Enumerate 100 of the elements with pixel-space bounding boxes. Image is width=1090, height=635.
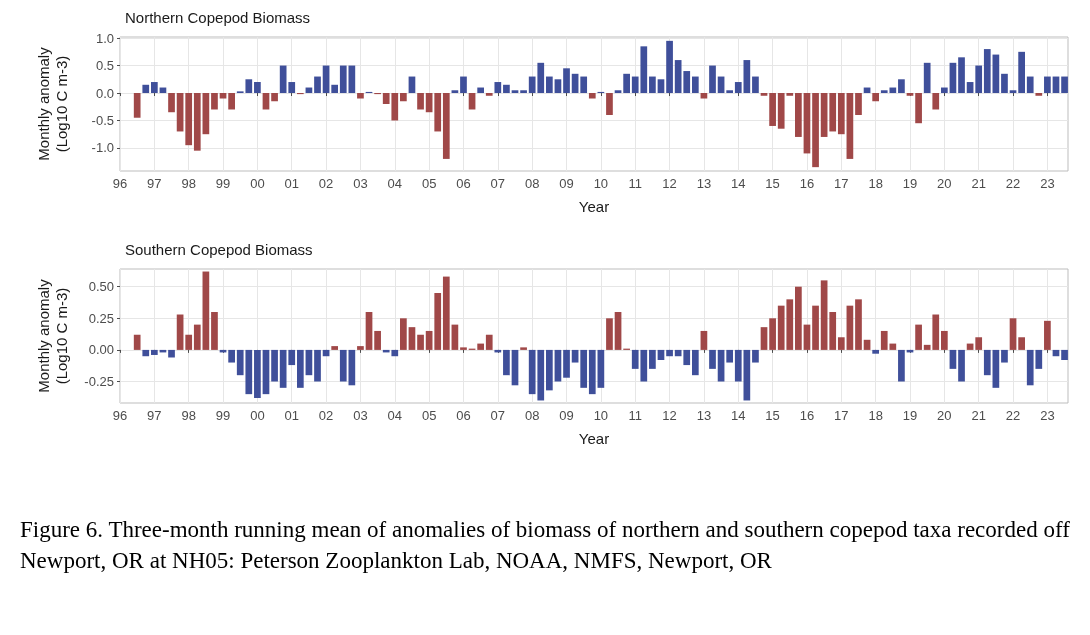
- x-tick-label: 00: [250, 176, 265, 191]
- bar: [752, 349, 759, 363]
- x-tick-label: 01: [284, 176, 299, 191]
- bar: [649, 76, 656, 94]
- bar: [150, 349, 158, 355]
- bar: [915, 324, 922, 350]
- x-tick-label: 06: [456, 176, 471, 191]
- bar: [597, 349, 605, 388]
- bar: [417, 93, 424, 110]
- x-tick-label: 23: [1040, 176, 1055, 191]
- y-axis-title: Monthly anomaly (Log10 C m-3): [34, 278, 70, 393]
- bar: [254, 349, 261, 398]
- x-tick-label: 98: [181, 176, 196, 191]
- bar: [417, 334, 424, 350]
- bar: [606, 93, 613, 115]
- bar: [975, 65, 983, 94]
- bar: [940, 87, 948, 94]
- bar: [322, 349, 330, 357]
- y-tick-label: 0.25: [88, 310, 114, 326]
- bar: [915, 93, 922, 124]
- bar: [296, 349, 304, 388]
- bar: [168, 349, 175, 358]
- x-tick-label: 99: [215, 408, 231, 423]
- bar: [400, 318, 407, 350]
- x-tick-label: 02: [318, 408, 334, 423]
- x-tick-label: 07: [490, 176, 506, 191]
- x-tick-label: 96: [112, 176, 128, 191]
- x-tick-label: 01: [284, 408, 299, 423]
- bar: [812, 93, 819, 168]
- x-tick-label: 20: [937, 408, 952, 423]
- bar: [700, 93, 708, 99]
- y-tick-label: 0.00: [88, 342, 114, 358]
- bar: [709, 349, 716, 369]
- x-tick-label: 97: [147, 176, 162, 191]
- bar: [1061, 76, 1068, 94]
- bar: [571, 349, 579, 363]
- x-tick-label: 23: [1040, 408, 1055, 423]
- bar: [520, 90, 527, 94]
- bar: [520, 347, 527, 350]
- x-tick-label: 96: [112, 408, 128, 423]
- y-axis-title: Monthly anomaly (Log10 C m-3): [34, 46, 70, 161]
- x-tick-label: 03: [353, 408, 368, 423]
- bar: [442, 276, 450, 350]
- x-tick-label: 02: [318, 176, 334, 191]
- bar: [168, 93, 175, 113]
- bar: [271, 349, 278, 382]
- bar: [193, 324, 201, 350]
- bar: [949, 349, 957, 369]
- x-tick-label: 04: [387, 408, 403, 423]
- x-tick-label: 12: [662, 408, 677, 423]
- x-tick-label: 16: [799, 176, 815, 191]
- bar: [150, 82, 158, 94]
- x-tick-label: 11: [628, 176, 642, 191]
- bar: [271, 93, 278, 102]
- x-tick-label: 19: [902, 408, 918, 423]
- bar: [829, 311, 837, 350]
- bar: [983, 49, 991, 94]
- bar: [588, 349, 596, 395]
- x-tick-label: 17: [834, 408, 849, 423]
- bar: [545, 349, 553, 391]
- x-tick-label: 12: [662, 176, 677, 191]
- bar: [451, 90, 459, 94]
- bar: [485, 93, 493, 96]
- bar: [940, 330, 948, 350]
- bar: [408, 327, 416, 350]
- bar: [503, 349, 510, 376]
- x-tick-label: 15: [765, 408, 780, 423]
- bar: [726, 349, 734, 363]
- x-tick-label: 08: [524, 408, 540, 423]
- bar: [614, 90, 622, 94]
- bar: [820, 280, 828, 350]
- x-tick-label: 18: [868, 408, 883, 423]
- bar: [769, 318, 776, 350]
- x-tick-label: 09: [559, 408, 574, 423]
- bar: [958, 57, 965, 94]
- bar: [795, 286, 802, 350]
- bar: [1061, 349, 1068, 361]
- bar: [588, 93, 596, 99]
- y-tick-label: -1.0: [91, 140, 114, 156]
- bar: [769, 93, 776, 126]
- chart-title: Southern Copepod Biomass: [125, 241, 313, 258]
- x-tick-label: 03: [353, 176, 368, 191]
- x-tick-label: 10: [593, 408, 609, 423]
- bar: [1009, 318, 1017, 350]
- x-tick-label: 19: [902, 176, 918, 191]
- bar: [855, 93, 862, 115]
- bar: [975, 337, 983, 350]
- x-tick-label: 04: [387, 176, 403, 191]
- bar: [254, 82, 261, 94]
- x-tick-label: 10: [593, 176, 609, 191]
- bar: [606, 318, 613, 350]
- bar: [812, 305, 819, 350]
- bar: [503, 84, 510, 94]
- x-axis-title: Year: [578, 198, 610, 215]
- bar: [1018, 51, 1025, 94]
- x-tick-label: 21: [971, 176, 986, 191]
- bar: [855, 299, 862, 350]
- bar: [1009, 90, 1017, 94]
- x-tick-label: 13: [696, 176, 712, 191]
- bar: [193, 93, 201, 151]
